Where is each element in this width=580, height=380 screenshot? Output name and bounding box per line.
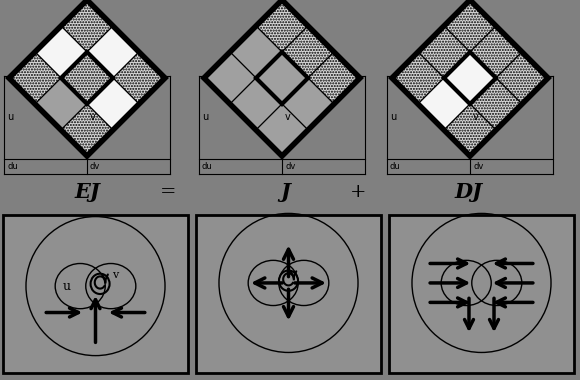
Text: u: u (7, 112, 13, 122)
Polygon shape (444, 52, 496, 104)
Polygon shape (87, 78, 139, 130)
Polygon shape (113, 52, 165, 104)
Text: du: du (202, 162, 213, 171)
Polygon shape (282, 78, 334, 130)
Polygon shape (61, 104, 113, 156)
Text: v: v (285, 112, 291, 122)
Polygon shape (470, 78, 522, 130)
Bar (389, 215, 574, 373)
Polygon shape (496, 52, 548, 104)
Text: v: v (473, 112, 478, 122)
Text: v: v (90, 112, 96, 122)
Polygon shape (9, 52, 61, 104)
Text: u: u (202, 112, 208, 122)
Text: dv: dv (90, 162, 100, 171)
Polygon shape (418, 26, 470, 78)
Text: du: du (390, 162, 401, 171)
Polygon shape (418, 78, 470, 130)
Polygon shape (35, 26, 87, 78)
Text: dv: dv (285, 162, 295, 171)
Text: EJ: EJ (74, 182, 100, 202)
Text: u: u (62, 280, 70, 293)
Polygon shape (230, 26, 282, 78)
Polygon shape (308, 52, 360, 104)
Polygon shape (61, 0, 113, 52)
Polygon shape (256, 104, 308, 156)
Polygon shape (282, 26, 334, 78)
Polygon shape (444, 0, 496, 52)
Text: =: = (160, 183, 176, 201)
Polygon shape (35, 78, 87, 130)
Text: J: J (280, 182, 290, 202)
Text: v: v (112, 270, 118, 280)
Text: +: + (350, 183, 366, 201)
Text: DJ: DJ (454, 182, 482, 202)
Polygon shape (256, 52, 308, 104)
Text: u: u (390, 112, 396, 122)
Polygon shape (61, 52, 113, 104)
Text: dv: dv (473, 162, 483, 171)
Text: du: du (7, 162, 18, 171)
Polygon shape (87, 26, 139, 78)
Polygon shape (444, 104, 496, 156)
Bar (196, 215, 381, 373)
Polygon shape (230, 78, 282, 130)
Polygon shape (392, 52, 444, 104)
Polygon shape (204, 52, 256, 104)
Polygon shape (470, 26, 522, 78)
Bar (3, 215, 188, 373)
Polygon shape (256, 0, 308, 52)
